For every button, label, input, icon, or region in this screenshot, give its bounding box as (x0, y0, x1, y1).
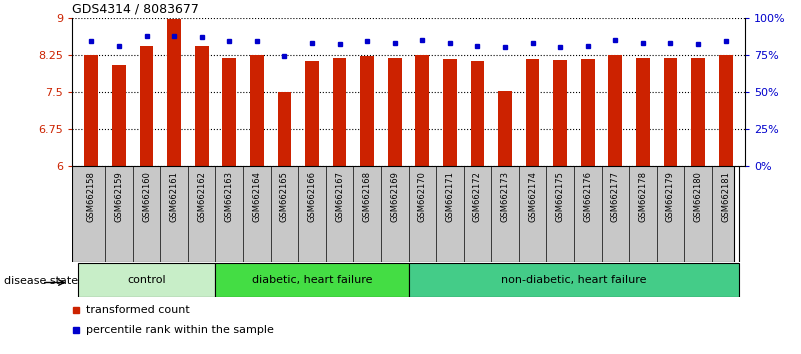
Bar (139, 46, 154, 166)
Bar (663, 58, 678, 166)
Bar (718, 55, 733, 166)
Text: percentile rank within the sample: percentile rank within the sample (87, 325, 274, 336)
Bar (167, 19, 181, 166)
Text: GSM662174: GSM662174 (528, 171, 537, 222)
Text: GSM662178: GSM662178 (638, 171, 647, 222)
Bar (388, 58, 401, 166)
Text: GSM662159: GSM662159 (115, 171, 123, 222)
Text: GSM662165: GSM662165 (280, 171, 289, 222)
Bar (581, 59, 594, 166)
Text: GSM662172: GSM662172 (473, 171, 482, 222)
Text: GSM662173: GSM662173 (501, 171, 509, 222)
Bar (443, 59, 457, 166)
Text: GSM662169: GSM662169 (390, 171, 399, 222)
Bar (636, 58, 650, 166)
Bar (223, 58, 236, 166)
Bar (250, 55, 264, 166)
Text: diabetic, heart failure: diabetic, heart failure (252, 275, 372, 285)
Text: GSM662176: GSM662176 (583, 171, 592, 222)
Text: GSM662158: GSM662158 (87, 171, 96, 222)
Bar (470, 61, 485, 166)
Text: GSM662163: GSM662163 (225, 171, 234, 222)
Text: non-diabetic, heart failure: non-diabetic, heart failure (501, 275, 646, 285)
Text: control: control (127, 275, 166, 285)
Bar (305, 61, 319, 166)
Bar (195, 46, 208, 166)
Text: GSM662167: GSM662167 (335, 171, 344, 222)
Text: GSM662160: GSM662160 (142, 171, 151, 222)
Bar (416, 55, 429, 166)
Text: GSM662162: GSM662162 (197, 171, 206, 222)
Text: GDS4314 / 8083677: GDS4314 / 8083677 (72, 2, 199, 15)
Bar (112, 65, 126, 166)
Text: GSM662170: GSM662170 (418, 171, 427, 222)
Text: GSM662166: GSM662166 (308, 171, 316, 222)
Bar (691, 58, 705, 166)
Bar (525, 59, 540, 166)
Text: GSM662179: GSM662179 (666, 171, 675, 222)
Text: transformed count: transformed count (87, 305, 190, 315)
Bar (332, 58, 347, 166)
Text: GSM662164: GSM662164 (252, 171, 261, 222)
Text: GSM662161: GSM662161 (170, 171, 179, 222)
Text: GSM662180: GSM662180 (694, 171, 702, 222)
Bar (609, 55, 622, 166)
Bar (277, 92, 292, 166)
Text: GSM662171: GSM662171 (445, 171, 454, 222)
Bar (409, 263, 739, 297)
Text: GSM662181: GSM662181 (721, 171, 731, 222)
Bar (78, 263, 215, 297)
Text: GSM662168: GSM662168 (363, 171, 372, 222)
Text: GSM662175: GSM662175 (556, 171, 565, 222)
Bar (215, 263, 409, 297)
Text: GSM662177: GSM662177 (611, 171, 620, 222)
Bar (498, 91, 512, 166)
Bar (84, 55, 99, 166)
Bar (360, 56, 374, 166)
Bar (553, 60, 567, 166)
Text: disease state: disease state (4, 276, 78, 286)
